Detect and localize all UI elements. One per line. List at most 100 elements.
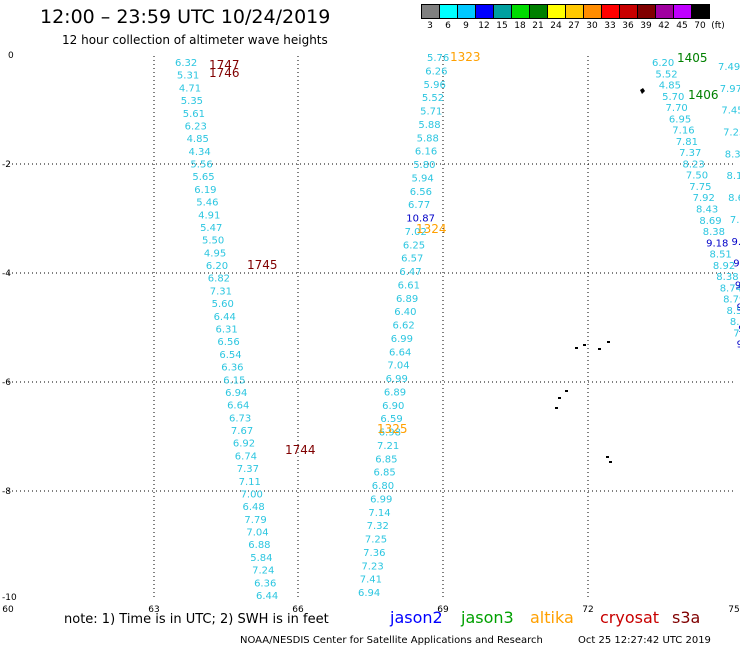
lat-tick-label: -2: [2, 160, 11, 170]
scale-label: 15: [496, 21, 508, 31]
wave-height-value: 6.99: [391, 334, 413, 345]
wave-height-value: 7.23: [361, 561, 383, 572]
island-shape: [565, 390, 568, 392]
wave-height-value: 9: [737, 340, 740, 351]
wave-height-value: 8.23: [682, 159, 704, 170]
wave-height-value: 6.40: [394, 307, 416, 318]
wave-height-value: 6.89: [396, 294, 418, 305]
wave-height-value: 6.95: [669, 114, 691, 125]
legend-item-cryosat: cryosat: [600, 608, 660, 627]
wave-height-value: 6.31: [216, 325, 238, 336]
pass-time-label: 1406: [688, 88, 719, 102]
pass-time-label: 1744: [285, 443, 316, 457]
lat-tick-label: -10: [2, 593, 17, 603]
pass-time-label: 1746: [209, 66, 240, 80]
wave-height-value: 4.85: [659, 81, 681, 92]
wave-height-value: 6.47: [399, 267, 421, 278]
wave-height-value: 6.44: [256, 591, 278, 602]
wave-height-value: 7.37: [679, 148, 701, 159]
wave-height-value: 7.00: [241, 489, 263, 500]
lon-tick-label: 66: [292, 605, 304, 615]
scale-label: 18: [514, 21, 526, 31]
wave-height-value: 9.8: [732, 237, 740, 248]
wave-height-value: 6.89: [384, 387, 406, 398]
wave-height-value: 5.80: [413, 160, 435, 171]
scale-label: 6: [445, 21, 451, 31]
pass-time-label: 1323: [450, 50, 481, 64]
wave-height-value: 8.6: [728, 193, 740, 204]
wave-height-value: 6.99: [386, 374, 408, 385]
color-scale-bar: [421, 4, 710, 19]
pass-time-label: 1747: [209, 58, 240, 72]
wave-height-value: 6.25: [403, 240, 425, 251]
wave-height-value: 5.46: [196, 198, 218, 209]
scale-label: 21: [532, 21, 544, 31]
wave-height-value: 6.85: [374, 468, 396, 479]
wave-height-value: 5.61: [183, 109, 205, 120]
island-shape: [598, 348, 601, 350]
scale-label: 30: [586, 21, 598, 31]
wave-height-value: 8.3: [725, 149, 740, 160]
wave-height-value: 5.65: [192, 172, 214, 183]
island-shape: [606, 456, 609, 458]
wave-height-value: 4.85: [187, 134, 209, 145]
wave-height-value: 6.82: [208, 274, 230, 285]
wave-height-value: 10.87: [406, 214, 435, 225]
wave-height-value: 6.74: [235, 451, 257, 462]
wave-height-value: 8.38: [703, 227, 725, 238]
wave-height-value: 5.60: [212, 299, 234, 310]
legend-item-jason2: jason2: [390, 608, 443, 627]
wave-height-value: 7.49: [718, 62, 740, 73]
wave-height-value: 7.23: [723, 128, 740, 139]
wave-height-value: 5.84: [250, 553, 272, 564]
footer-note: note: 1) Time is in UTC; 2) SWH is in fe…: [64, 612, 329, 627]
wave-height-value: 6.99: [370, 494, 392, 505]
lon-tick-label: 60: [2, 605, 14, 615]
lon-tick-label: 75: [728, 605, 739, 615]
generated-timestamp: Oct 25 12:27:42 UTC 2019: [578, 635, 711, 646]
wave-height-value: 6.54: [219, 350, 241, 361]
wave-height-value: 6.94: [358, 588, 380, 599]
wave-height-value: 5.50: [202, 236, 224, 247]
wave-height-value: 7.32: [367, 521, 389, 532]
wave-height-value: 6.48: [243, 502, 265, 513]
wave-height-value: 7.70: [666, 103, 688, 114]
wave-height-value: 6.20: [652, 58, 674, 69]
wave-height-value: 7.97: [720, 84, 740, 95]
wave-height-value: 8.43: [696, 205, 718, 216]
wave-height-value: 6.23: [185, 121, 207, 132]
wave-height-value: 9.4: [733, 259, 740, 270]
wave-height-value: 5.71: [420, 107, 442, 118]
wave-height-value: 8.6: [730, 317, 740, 328]
wave-height-value: 6.73: [229, 413, 251, 424]
map-title: 12:00 – 23:59 UTC 10/24/2019: [40, 6, 331, 28]
wave-height-value: 6.36: [254, 578, 276, 589]
wave-height-value: 7.24: [252, 566, 274, 577]
wave-height-value: 7.79: [244, 515, 266, 526]
wave-height-value: 7.50: [686, 171, 708, 182]
wave-height-value: 6.56: [410, 187, 432, 198]
wave-height-value: 7.81: [676, 137, 698, 148]
lon-tick-label: 63: [148, 605, 159, 615]
wave-height-value: 6.64: [227, 401, 249, 412]
pass-time-label: 1325: [377, 422, 408, 436]
wave-height-value: 7.67: [231, 426, 253, 437]
wave-height-value: 5.31: [177, 71, 199, 82]
wave-height-value: 7.14: [368, 508, 390, 519]
wave-height-value: 6.90: [382, 401, 404, 412]
wave-height-value: 6.36: [221, 363, 243, 374]
wave-height-value: 7.92: [693, 193, 715, 204]
wave-height-value: 8.55: [726, 306, 740, 317]
island-shape: [583, 344, 586, 346]
wave-height-value: 7.75: [689, 182, 711, 193]
wave-height-value: 7.7: [730, 215, 740, 226]
wave-height-value: 5.96: [424, 80, 446, 91]
wave-height-value: 5.35: [181, 96, 203, 107]
wave-height-value: 6.77: [408, 200, 430, 211]
scale-label: 3: [427, 21, 433, 31]
wave-height-value: 6.59: [380, 414, 402, 425]
wave-height-value: 6.56: [217, 337, 239, 348]
wave-height-value: 8.38: [716, 272, 738, 283]
scale-label: 33: [604, 21, 616, 31]
wave-height-value: 4.95: [204, 248, 226, 259]
